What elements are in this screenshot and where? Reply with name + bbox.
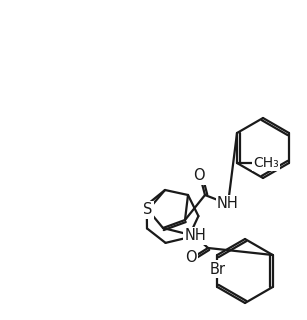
Text: Br: Br bbox=[209, 261, 225, 276]
Text: S: S bbox=[143, 203, 153, 218]
Text: O: O bbox=[185, 251, 197, 266]
Text: NH: NH bbox=[184, 228, 206, 244]
Text: O: O bbox=[193, 169, 205, 183]
Text: NH: NH bbox=[217, 196, 239, 212]
Text: CH₃: CH₃ bbox=[253, 156, 279, 170]
